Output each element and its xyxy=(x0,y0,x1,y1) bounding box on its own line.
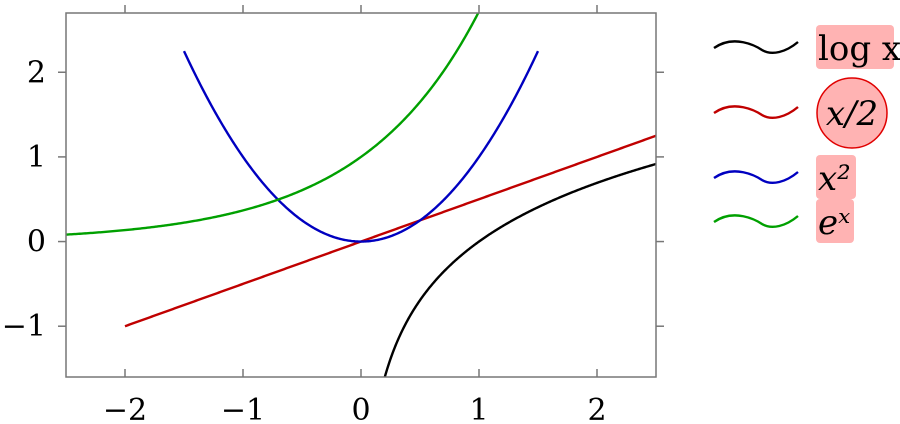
x-tick-label-3: 1 xyxy=(469,393,488,424)
legend-swatch-1 xyxy=(713,105,799,119)
y-tick-label-0: −1 xyxy=(2,309,46,344)
series-line-0 xyxy=(383,162,656,377)
axis-ticks xyxy=(58,5,664,377)
legend-label-0: log x xyxy=(818,29,900,69)
x-tick-label-0: −2 xyxy=(103,393,147,424)
y-tick-label-1: 0 xyxy=(27,225,46,260)
legend-swatch-3 xyxy=(713,214,799,228)
series-line-3 xyxy=(66,13,480,236)
legend-label-1: x/2 xyxy=(826,94,878,134)
legend-highlight-2 xyxy=(816,155,856,199)
legend-swatch-0 xyxy=(713,40,799,54)
series-line-2 xyxy=(182,50,540,243)
y-tick-label-3: 2 xyxy=(27,55,46,90)
curves-layer xyxy=(66,13,656,377)
y-tick-label-2: 1 xyxy=(27,140,46,175)
legend-highlight-1 xyxy=(816,77,888,149)
legend-label-2: x² xyxy=(818,159,851,199)
x-tick-label-4: 2 xyxy=(587,393,606,424)
axis-tick-labels: −2 −1 0 1 2 −1 0 1 2 xyxy=(2,55,607,424)
series-line-1 xyxy=(124,134,656,328)
legend-highlight-0 xyxy=(816,25,894,69)
x-tick-label-1: −1 xyxy=(221,393,265,424)
legend-highlight-3 xyxy=(816,199,854,243)
x-tick-label-2: 0 xyxy=(351,393,370,424)
legend-label-3: eˣ xyxy=(818,203,850,243)
legend-swatch-2 xyxy=(713,170,799,184)
